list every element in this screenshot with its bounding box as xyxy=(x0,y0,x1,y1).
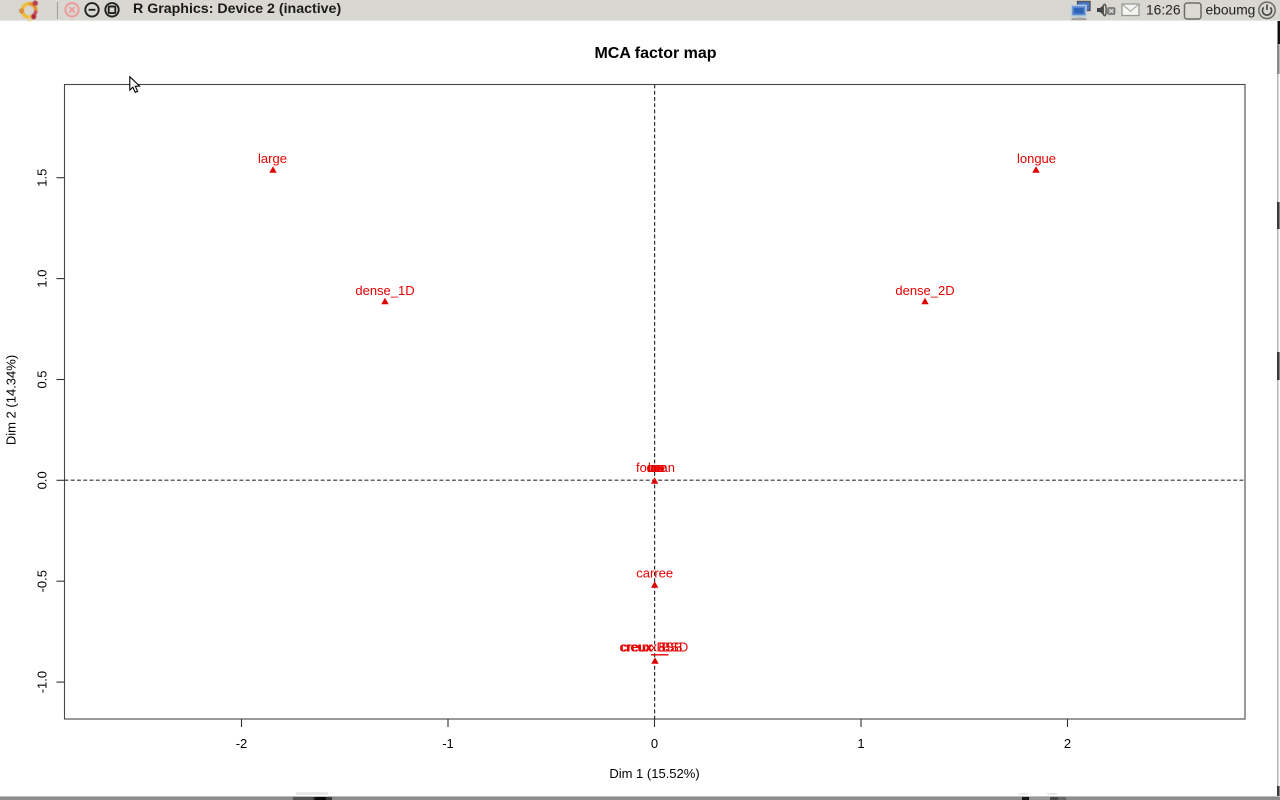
svg-text:1.5: 1.5 xyxy=(35,169,50,187)
svg-text:16:26: 16:26 xyxy=(1146,3,1181,18)
svg-text:b: b xyxy=(648,460,655,475)
svg-text:Dim 1 (15.52%): Dim 1 (15.52%) xyxy=(609,766,699,781)
svg-text:0.5: 0.5 xyxy=(35,370,50,388)
svg-text:2: 2 xyxy=(1064,736,1071,751)
svg-text:8S: 8S xyxy=(659,640,675,655)
svg-text:x: x xyxy=(651,640,658,655)
svg-text:Dim 2 (14.34%): Dim 2 (14.34%) xyxy=(4,355,19,445)
svg-text:0.0: 0.0 xyxy=(35,471,50,489)
svg-text:-2: -2 xyxy=(236,736,248,751)
svg-text:ce: ce xyxy=(653,460,667,475)
svg-text:carree: carree xyxy=(636,566,673,581)
svg-text:creux: creux xyxy=(621,640,653,655)
svg-text:1: 1 xyxy=(857,736,864,751)
svg-text:o: o xyxy=(656,460,663,475)
svg-text:large: large xyxy=(258,151,287,166)
svg-text:longue: longue xyxy=(1017,151,1056,166)
svg-text:0: 0 xyxy=(651,736,658,751)
svg-text:-1.0: -1.0 xyxy=(35,671,50,693)
svg-text:MCA factor map: MCA factor map xyxy=(594,45,716,62)
svg-text:creux: creux xyxy=(620,640,652,655)
svg-text:eo: eo xyxy=(647,460,661,475)
svg-text:BSD: BSD xyxy=(662,640,689,655)
svg-text:ao: ao xyxy=(650,460,664,475)
svg-text:-0.5: -0.5 xyxy=(35,570,50,592)
svg-text:os: os xyxy=(651,460,665,475)
svg-text:creux: creux xyxy=(620,640,652,655)
svg-text:fonc: fonc xyxy=(636,460,661,475)
svg-text:BSB: BSB xyxy=(657,640,683,655)
svg-text:1.0: 1.0 xyxy=(35,270,50,288)
svg-text:dense_1D: dense_1D xyxy=(355,283,414,298)
svg-text:dense_2D: dense_2D xyxy=(895,283,954,298)
svg-text:-1: -1 xyxy=(442,736,454,751)
svg-text:an: an xyxy=(661,460,675,475)
svg-text:eboumg: eboumg xyxy=(1206,3,1256,18)
